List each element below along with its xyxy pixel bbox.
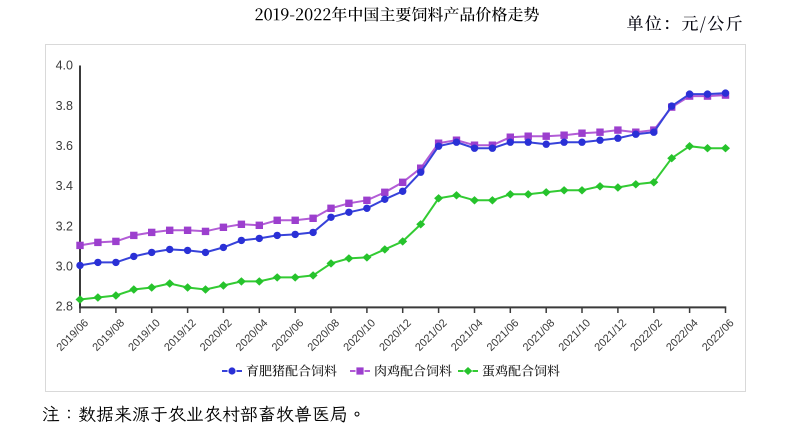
svg-text:4.0: 4.0 xyxy=(56,59,73,73)
svg-text:3.0: 3.0 xyxy=(56,260,73,274)
svg-text:3.4: 3.4 xyxy=(56,179,73,193)
svg-text:3.8: 3.8 xyxy=(56,99,73,113)
svg-text:3.6: 3.6 xyxy=(56,139,73,153)
svg-text:3.2: 3.2 xyxy=(56,219,73,233)
svg-text:2.8: 2.8 xyxy=(56,300,73,314)
